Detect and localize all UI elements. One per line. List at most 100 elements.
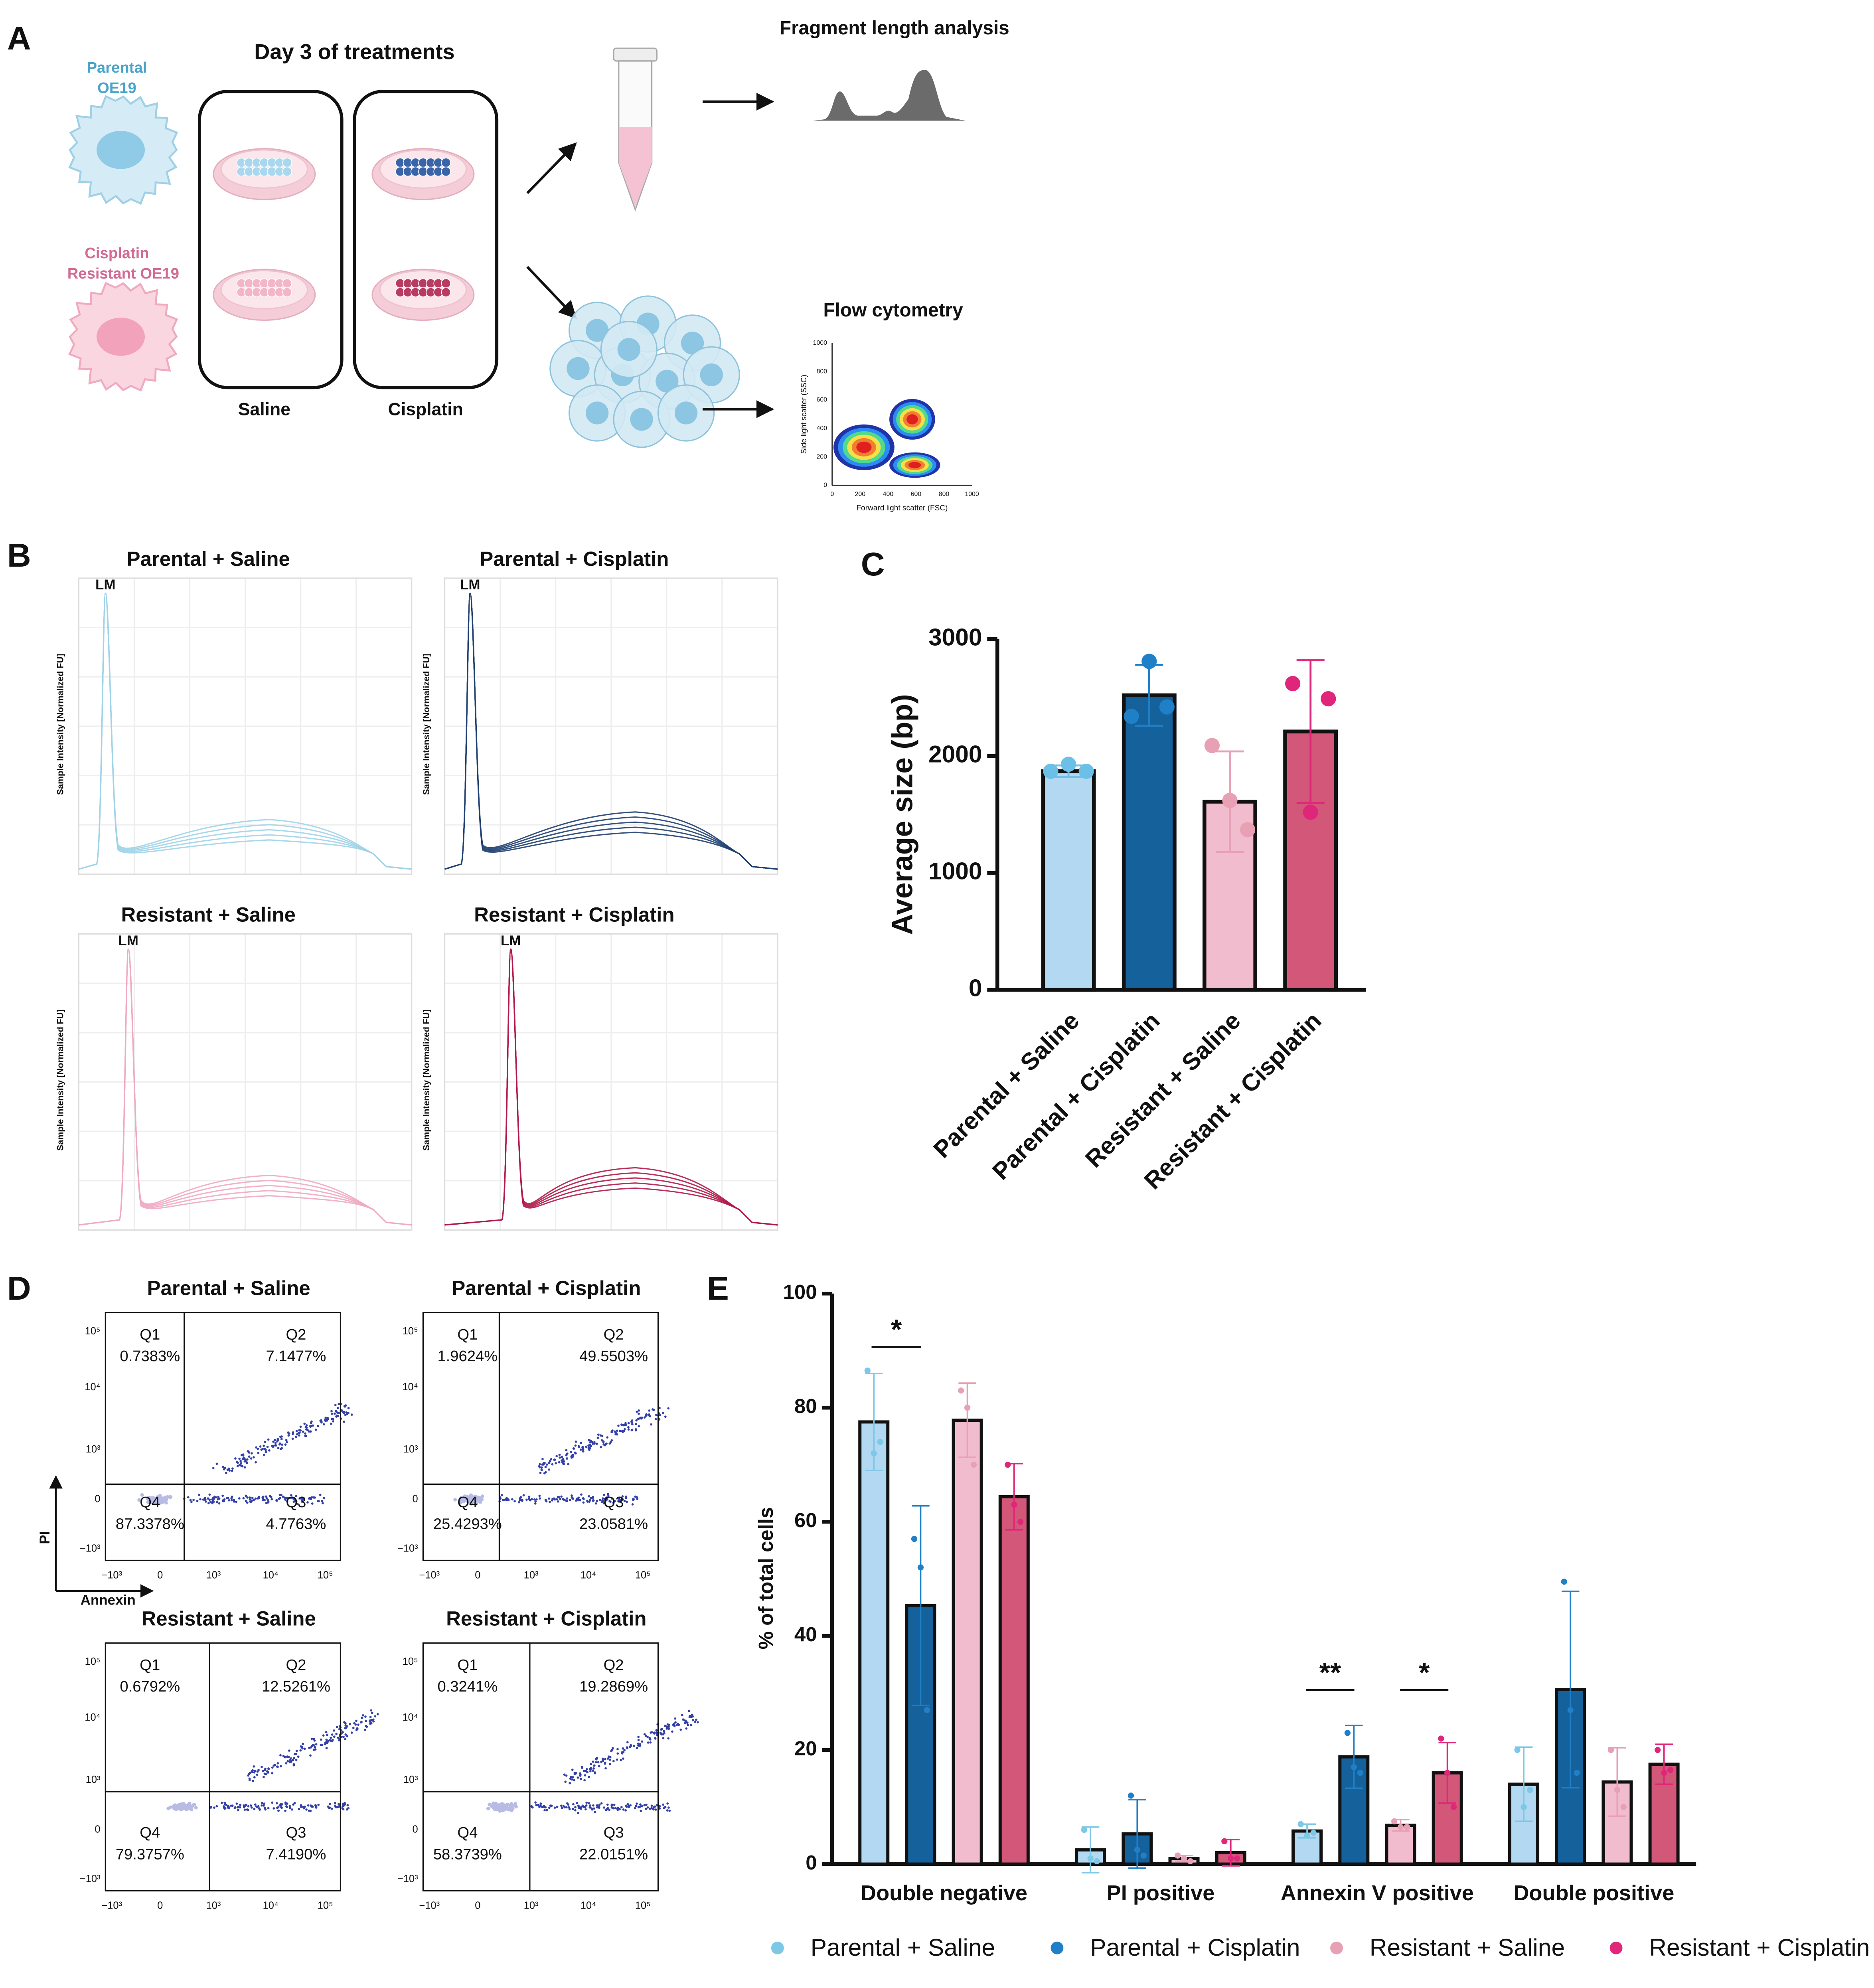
event-dot	[555, 1455, 558, 1457]
event-dot	[344, 1404, 347, 1407]
quadrant-name: Q3	[286, 1824, 306, 1841]
event-dot	[209, 1500, 212, 1503]
error-bar	[1655, 1743, 1673, 1785]
y-tick-label: 60	[794, 1509, 817, 1532]
x-tick-label: 10⁴	[263, 1569, 278, 1581]
event-dot	[261, 1496, 264, 1499]
event-dot	[663, 1807, 665, 1810]
x-tick-label: 10⁴	[263, 1900, 278, 1911]
event-dot	[616, 1808, 619, 1811]
event-dot	[266, 1446, 269, 1448]
trace	[444, 949, 778, 1226]
event-dot	[638, 1409, 640, 1412]
event-dot	[293, 1753, 296, 1755]
quadrant-name: Q1	[140, 1326, 160, 1343]
event-dot	[304, 1432, 306, 1435]
event-dot	[572, 1776, 574, 1779]
event-dot	[649, 1741, 652, 1744]
event-dot	[270, 1496, 273, 1498]
event-dot	[345, 1411, 348, 1414]
event-dot	[220, 1802, 223, 1804]
event-dot	[685, 1727, 688, 1730]
event-dot	[574, 1444, 577, 1447]
event-dot	[305, 1808, 308, 1811]
event-dot	[311, 1745, 314, 1747]
tube-cap	[613, 47, 658, 62]
event-dot	[212, 1467, 215, 1470]
event-dot	[514, 1805, 518, 1809]
event-dot	[587, 1439, 590, 1441]
event-dot	[640, 1810, 642, 1812]
event-dot	[274, 1764, 276, 1766]
event-dot	[166, 1806, 170, 1810]
event-dot	[234, 1457, 237, 1460]
event-dot	[639, 1803, 642, 1806]
event-dot	[205, 1500, 207, 1503]
event-dot	[555, 1498, 558, 1501]
event-dot	[540, 1469, 543, 1471]
event-dot	[602, 1440, 605, 1443]
event-dot	[602, 1494, 605, 1496]
data-point	[1124, 709, 1139, 724]
data-point	[1222, 792, 1238, 808]
event-dot	[237, 1808, 239, 1811]
event-dot	[513, 1500, 516, 1502]
event-dot	[622, 1498, 624, 1501]
event-dot	[290, 1494, 292, 1497]
event-dot	[596, 1804, 598, 1807]
event-dot	[274, 1444, 277, 1447]
event-dot	[335, 1410, 338, 1413]
event-dot	[299, 1749, 302, 1752]
event-dot	[199, 1498, 201, 1501]
event-dot	[605, 1808, 608, 1811]
event-dot	[528, 1496, 531, 1498]
event-dot	[582, 1448, 585, 1451]
event-dot	[577, 1812, 579, 1814]
event-dot	[287, 1431, 290, 1434]
event-dot	[234, 1806, 237, 1809]
bar	[952, 1419, 983, 1866]
event-dot	[215, 1462, 218, 1465]
event-dot	[322, 1497, 325, 1500]
plot-frame	[78, 577, 413, 875]
event-dot	[254, 1497, 257, 1500]
data-point	[1134, 1847, 1141, 1853]
legend-marker	[1051, 1941, 1064, 1954]
event-dot	[603, 1502, 605, 1505]
y-axis-label: Side light scatter (SSC)	[800, 375, 808, 454]
event-dot	[504, 1498, 507, 1501]
event-dot	[571, 1496, 573, 1499]
event-dot	[596, 1757, 598, 1759]
event-dot	[574, 1809, 577, 1812]
event-dot	[310, 1804, 312, 1807]
event-dot	[280, 1438, 283, 1441]
event-dot	[346, 1725, 349, 1728]
event-dot	[280, 1448, 282, 1450]
data-point	[1285, 676, 1301, 692]
event-dot	[330, 1412, 333, 1415]
trace	[78, 593, 412, 870]
quadrant-name: Q1	[457, 1656, 478, 1674]
event-dot	[292, 1763, 295, 1766]
event-dot	[590, 1496, 592, 1499]
event-dot	[616, 1758, 618, 1761]
event-dot	[271, 1801, 274, 1804]
event-dot	[365, 1719, 367, 1722]
event-dot	[238, 1497, 241, 1500]
event-dot	[330, 1807, 333, 1810]
data-point	[970, 1462, 977, 1468]
event-dot	[543, 1472, 546, 1475]
plot-title: Parental + Cisplatin	[452, 1277, 641, 1300]
event-dot	[571, 1455, 574, 1458]
event-dot	[221, 1494, 224, 1497]
event-dot	[255, 1461, 257, 1464]
plot-title: Resistant + Cisplatin	[446, 1607, 646, 1630]
event-dot	[579, 1499, 581, 1502]
event-dot	[694, 1720, 696, 1723]
x-tick-label: −10³	[101, 1569, 122, 1581]
treatment-label: Cisplatin	[388, 399, 463, 419]
event-dot	[577, 1496, 580, 1499]
y-tick-label: 10³	[86, 1774, 101, 1785]
event-dot	[207, 1497, 209, 1500]
event-dot	[146, 1500, 150, 1504]
